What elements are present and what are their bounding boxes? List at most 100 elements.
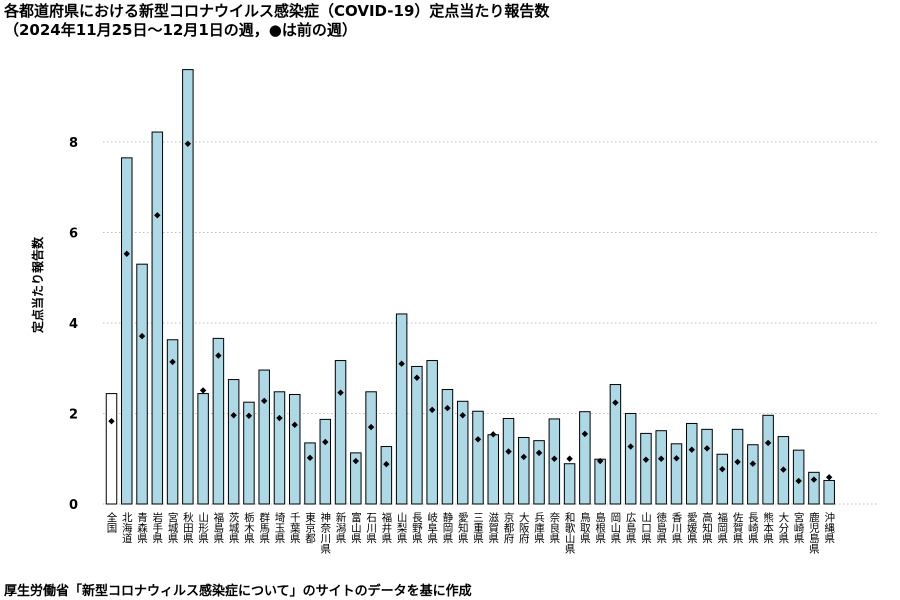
prev-week-marker-22 [444, 404, 451, 412]
x-tick-label: 香川県 [670, 512, 682, 544]
prev-week-marker-17 [367, 423, 375, 431]
prev-week-marker-21 [428, 406, 436, 414]
prev-week-marker-31 [581, 430, 589, 438]
bar-27 [518, 436, 530, 505]
bar-15 [334, 360, 347, 505]
y-tick-label: 8 [69, 136, 78, 151]
prev-week-marker-32 [596, 457, 604, 465]
bar-22 [441, 389, 454, 505]
bar-41 [731, 428, 744, 505]
bar-6 [197, 393, 209, 505]
x-tick-label: 東京都 [304, 511, 316, 544]
bar-0 [105, 393, 118, 505]
x-tick-label: 茨城県 [228, 511, 240, 544]
bar-47 [823, 479, 835, 505]
x-tick-label: 愛知県 [457, 511, 469, 544]
x-tick-label: 山口県 [640, 512, 652, 544]
bar-40 [716, 453, 729, 505]
bar-24 [472, 410, 484, 505]
prev-week-marker-5 [184, 140, 192, 148]
bar-23 [456, 400, 469, 505]
bar-38 [686, 422, 698, 505]
bar-33 [609, 384, 622, 505]
bar-46 [808, 471, 820, 505]
prev-week-marker-12 [291, 421, 298, 429]
bar-34 [624, 413, 637, 505]
prev-week-marker-43 [764, 439, 772, 447]
x-tick-label: 佐賀県 [732, 511, 744, 544]
x-tick-label: 富山県 [350, 511, 362, 544]
bar-37 [670, 443, 683, 505]
x-tick-label: 鹿児島県 [808, 511, 820, 555]
prev-week-marker-18 [383, 460, 390, 468]
x-tick-label: 沖縄県 [823, 511, 835, 544]
prev-week-marker-30 [566, 455, 573, 462]
bar-26 [502, 417, 515, 505]
y-tick-label: 6 [69, 227, 78, 242]
prev-week-marker-9 [245, 412, 253, 419]
x-tick-label: 山形県 [197, 512, 209, 544]
x-tick-label: 長崎県 [747, 512, 759, 544]
x-tick-label: 広島県 [625, 511, 637, 544]
y-tick-label: 4 [69, 317, 78, 332]
prev-week-marker-10 [261, 397, 268, 405]
x-tick-label: 石川県 [365, 512, 377, 544]
prev-week-marker-0 [108, 417, 115, 425]
prev-week-marker-3 [154, 212, 161, 219]
bar-45 [792, 449, 805, 505]
prev-week-marker-39 [703, 445, 711, 452]
y-axis-label: 定点当たり報告数 [30, 236, 45, 333]
x-tick-label: 全国 [106, 511, 118, 534]
bar-39 [701, 428, 713, 505]
bar-43 [762, 414, 774, 505]
prev-week-marker-24 [474, 436, 482, 443]
bar-12 [288, 393, 301, 505]
bar-35 [640, 432, 652, 505]
bar-36 [655, 430, 667, 505]
prev-week-marker-11 [276, 414, 283, 422]
bar-25 [487, 434, 499, 505]
x-tick-label: 京都府 [503, 511, 515, 544]
y-tick-label: 0 [69, 498, 78, 513]
prev-week-marker-6 [199, 387, 207, 394]
bar-31 [579, 411, 591, 505]
x-tick-label: 静岡県 [441, 511, 453, 544]
x-tick-label: 千葉県 [289, 512, 301, 544]
prev-week-marker-29 [551, 455, 558, 462]
prev-week-marker-23 [459, 412, 466, 419]
prev-week-marker-4 [169, 358, 176, 366]
prev-week-marker-19 [398, 360, 405, 367]
bar-13 [304, 442, 316, 505]
bar-2 [136, 263, 148, 505]
x-tick-label: 群馬県 [258, 511, 270, 544]
x-tick-label: 奈良県 [548, 511, 560, 544]
x-tick-label: 徳島県 [655, 511, 667, 544]
prev-week-marker-35 [642, 456, 650, 463]
bar-1 [121, 157, 133, 505]
bar-4 [166, 339, 179, 505]
bar-7 [212, 337, 225, 505]
prev-week-marker-34 [627, 443, 634, 450]
bar-21 [426, 360, 438, 505]
x-tick-label: 宮城県 [167, 511, 179, 544]
prev-week-marker-8 [230, 412, 237, 419]
x-tick-label: 岡山県 [609, 512, 621, 544]
prev-week-marker-42 [749, 460, 757, 467]
x-tick-label: 島根県 [594, 511, 606, 544]
bar-8 [227, 379, 240, 505]
x-tick-label: 長野県 [411, 512, 423, 544]
x-tick-label: 愛媛県 [686, 511, 698, 544]
bar-16 [350, 452, 362, 505]
prev-week-marker-20 [413, 374, 421, 381]
chart-title: 各都道府県における新型コロナウイルス感染症（COVID-19）定点当たり報告数 [4, 2, 550, 20]
x-tick-label: 福岡県 [716, 511, 728, 544]
bar-18 [380, 446, 393, 505]
prev-week-marker-33 [612, 399, 619, 406]
x-tick-label: 山梨県 [396, 512, 408, 544]
prev-week-marker-28 [535, 449, 543, 457]
bar-30 [563, 463, 576, 505]
bar-17 [365, 391, 377, 505]
x-tick-label: 福井県 [380, 511, 392, 544]
x-tick-label: 神奈川県 [319, 511, 331, 555]
y-axis: 0 2 4 6 8 [69, 136, 78, 513]
